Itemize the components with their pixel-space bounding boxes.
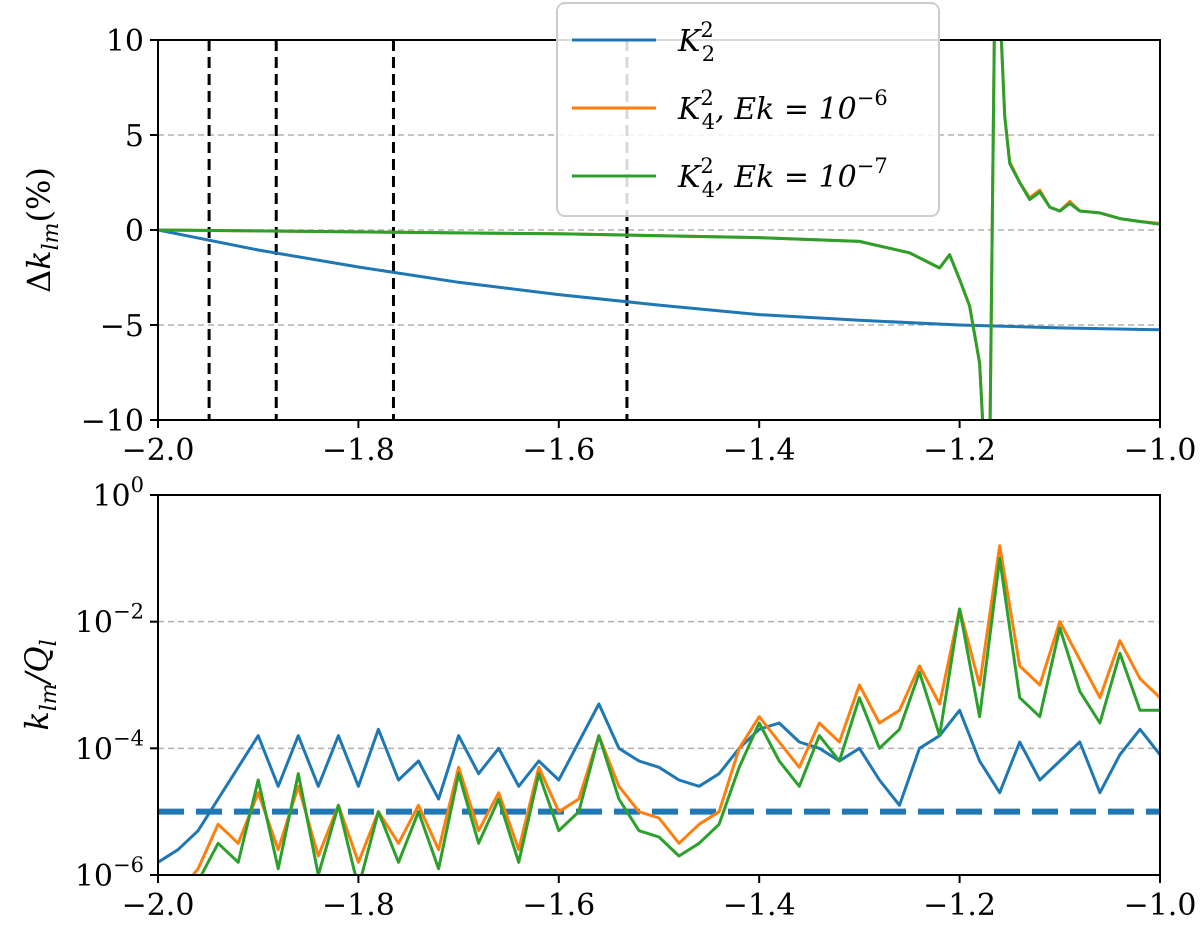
y-label-sub: lm — [37, 683, 62, 711]
y-label-base: k — [20, 250, 58, 269]
legend-entry-label: K2 4, Ek = 10−7 — [677, 154, 888, 202]
y-tick-base: 10 — [75, 732, 113, 767]
y-tick-label: 10 — [106, 24, 144, 59]
plot-area — [158, 544, 1160, 875]
legend-suffix: , Ek = 10 — [715, 92, 857, 127]
legend-exponent: −6 — [857, 86, 888, 110]
y-tick-label: 5 — [125, 119, 144, 154]
y-tick-label: 100 — [92, 473, 144, 514]
y-label-sub: lm — [39, 222, 64, 250]
legend: K2 2K2 4, Ek = 10−6K2 4, Ek = 10−7 — [556, 2, 940, 217]
y-tick-exponent: −2 — [113, 600, 144, 624]
legend-suffix: , Ek = 10 — [715, 160, 857, 195]
legend-box — [556, 2, 940, 217]
y-tick-label: 10−6 — [75, 853, 144, 894]
x-tick-label: −1.0 — [1124, 888, 1197, 923]
top-panel: −2.0 −1.8 −1.6 −1.4 −1.2 −1.0 10 5 0 −5 −10 Δklm(%)… — [20, 2, 1196, 468]
x-tick-label: −1.6 — [522, 888, 595, 923]
y-label-prefix: Δ — [20, 270, 58, 293]
legend-sup: 2 — [700, 86, 713, 110]
y-tick-base: 10 — [75, 859, 113, 894]
series-line-k4-2-ek-1e-6 — [191, 544, 1160, 875]
legend-sup: 2 — [700, 18, 713, 42]
legend-exponent: −7 — [857, 154, 888, 178]
x-tick-label: −1.8 — [322, 433, 395, 468]
legend-sub: 2 — [702, 42, 715, 66]
y-tick-exponent: −4 — [113, 726, 144, 750]
y-tick-label: −5 — [100, 309, 144, 344]
x-tick-label: −1.4 — [723, 888, 796, 923]
legend-entry-label: K2 2 — [677, 18, 715, 66]
legend-base: K — [677, 24, 702, 59]
y-tick-label: 0 — [125, 214, 144, 249]
x-tick-label: −1.2 — [923, 433, 996, 468]
legend-entry-label: K2 4, Ek = 10−6 — [677, 86, 888, 134]
y-axis-label: klm/Ql — [18, 639, 62, 730]
x-tick-label: −2.0 — [122, 433, 195, 468]
y-tick-base: 10 — [75, 606, 113, 641]
legend-sup: 2 — [700, 154, 713, 178]
plot-area — [158, 40, 1160, 420]
y-tick-exponent: 0 — [131, 473, 144, 497]
y-tick-label: 10−4 — [75, 726, 144, 767]
y-label-base: k — [18, 711, 56, 730]
y-tick-exponent: −6 — [113, 853, 144, 877]
series-line-k4-2-ek-1e-7 — [158, 40, 1160, 420]
x-tick-label: −1.4 — [723, 433, 796, 468]
x-tick-label: −1.0 — [1124, 433, 1197, 468]
series-line-k2-2 — [158, 702, 1160, 864]
x-tick-label: −2.0 — [122, 888, 195, 923]
legend-sub: 4 — [702, 178, 715, 202]
bottom-panel: −2.0 −1.8 −1.6 −1.4 −1.2 −1.010010−210−410−6k… — [18, 473, 1197, 923]
y-label-suffix: (%) — [20, 167, 58, 222]
y-tick-label: 10−2 — [75, 600, 144, 641]
axes-frame — [157, 494, 1161, 876]
y-axis-label: Δklm(%) — [20, 167, 64, 293]
x-tick-label: −1.6 — [522, 433, 595, 468]
x-tick-label: −1.8 — [322, 888, 395, 923]
legend-sub: 4 — [702, 110, 715, 134]
legend-base: K — [677, 160, 702, 195]
series-line-k4-2-ek-1e-7 — [199, 556, 1160, 875]
y-tick-base: 10 — [92, 479, 130, 514]
y-tick-label: −10 — [81, 404, 144, 439]
legend-base: K — [677, 92, 702, 127]
y-label-sub2: l — [37, 639, 62, 646]
y-label-suffix: /Q — [18, 646, 56, 686]
x-tick-label: −1.2 — [923, 888, 996, 923]
series-line-k2-2 — [158, 228, 1160, 332]
